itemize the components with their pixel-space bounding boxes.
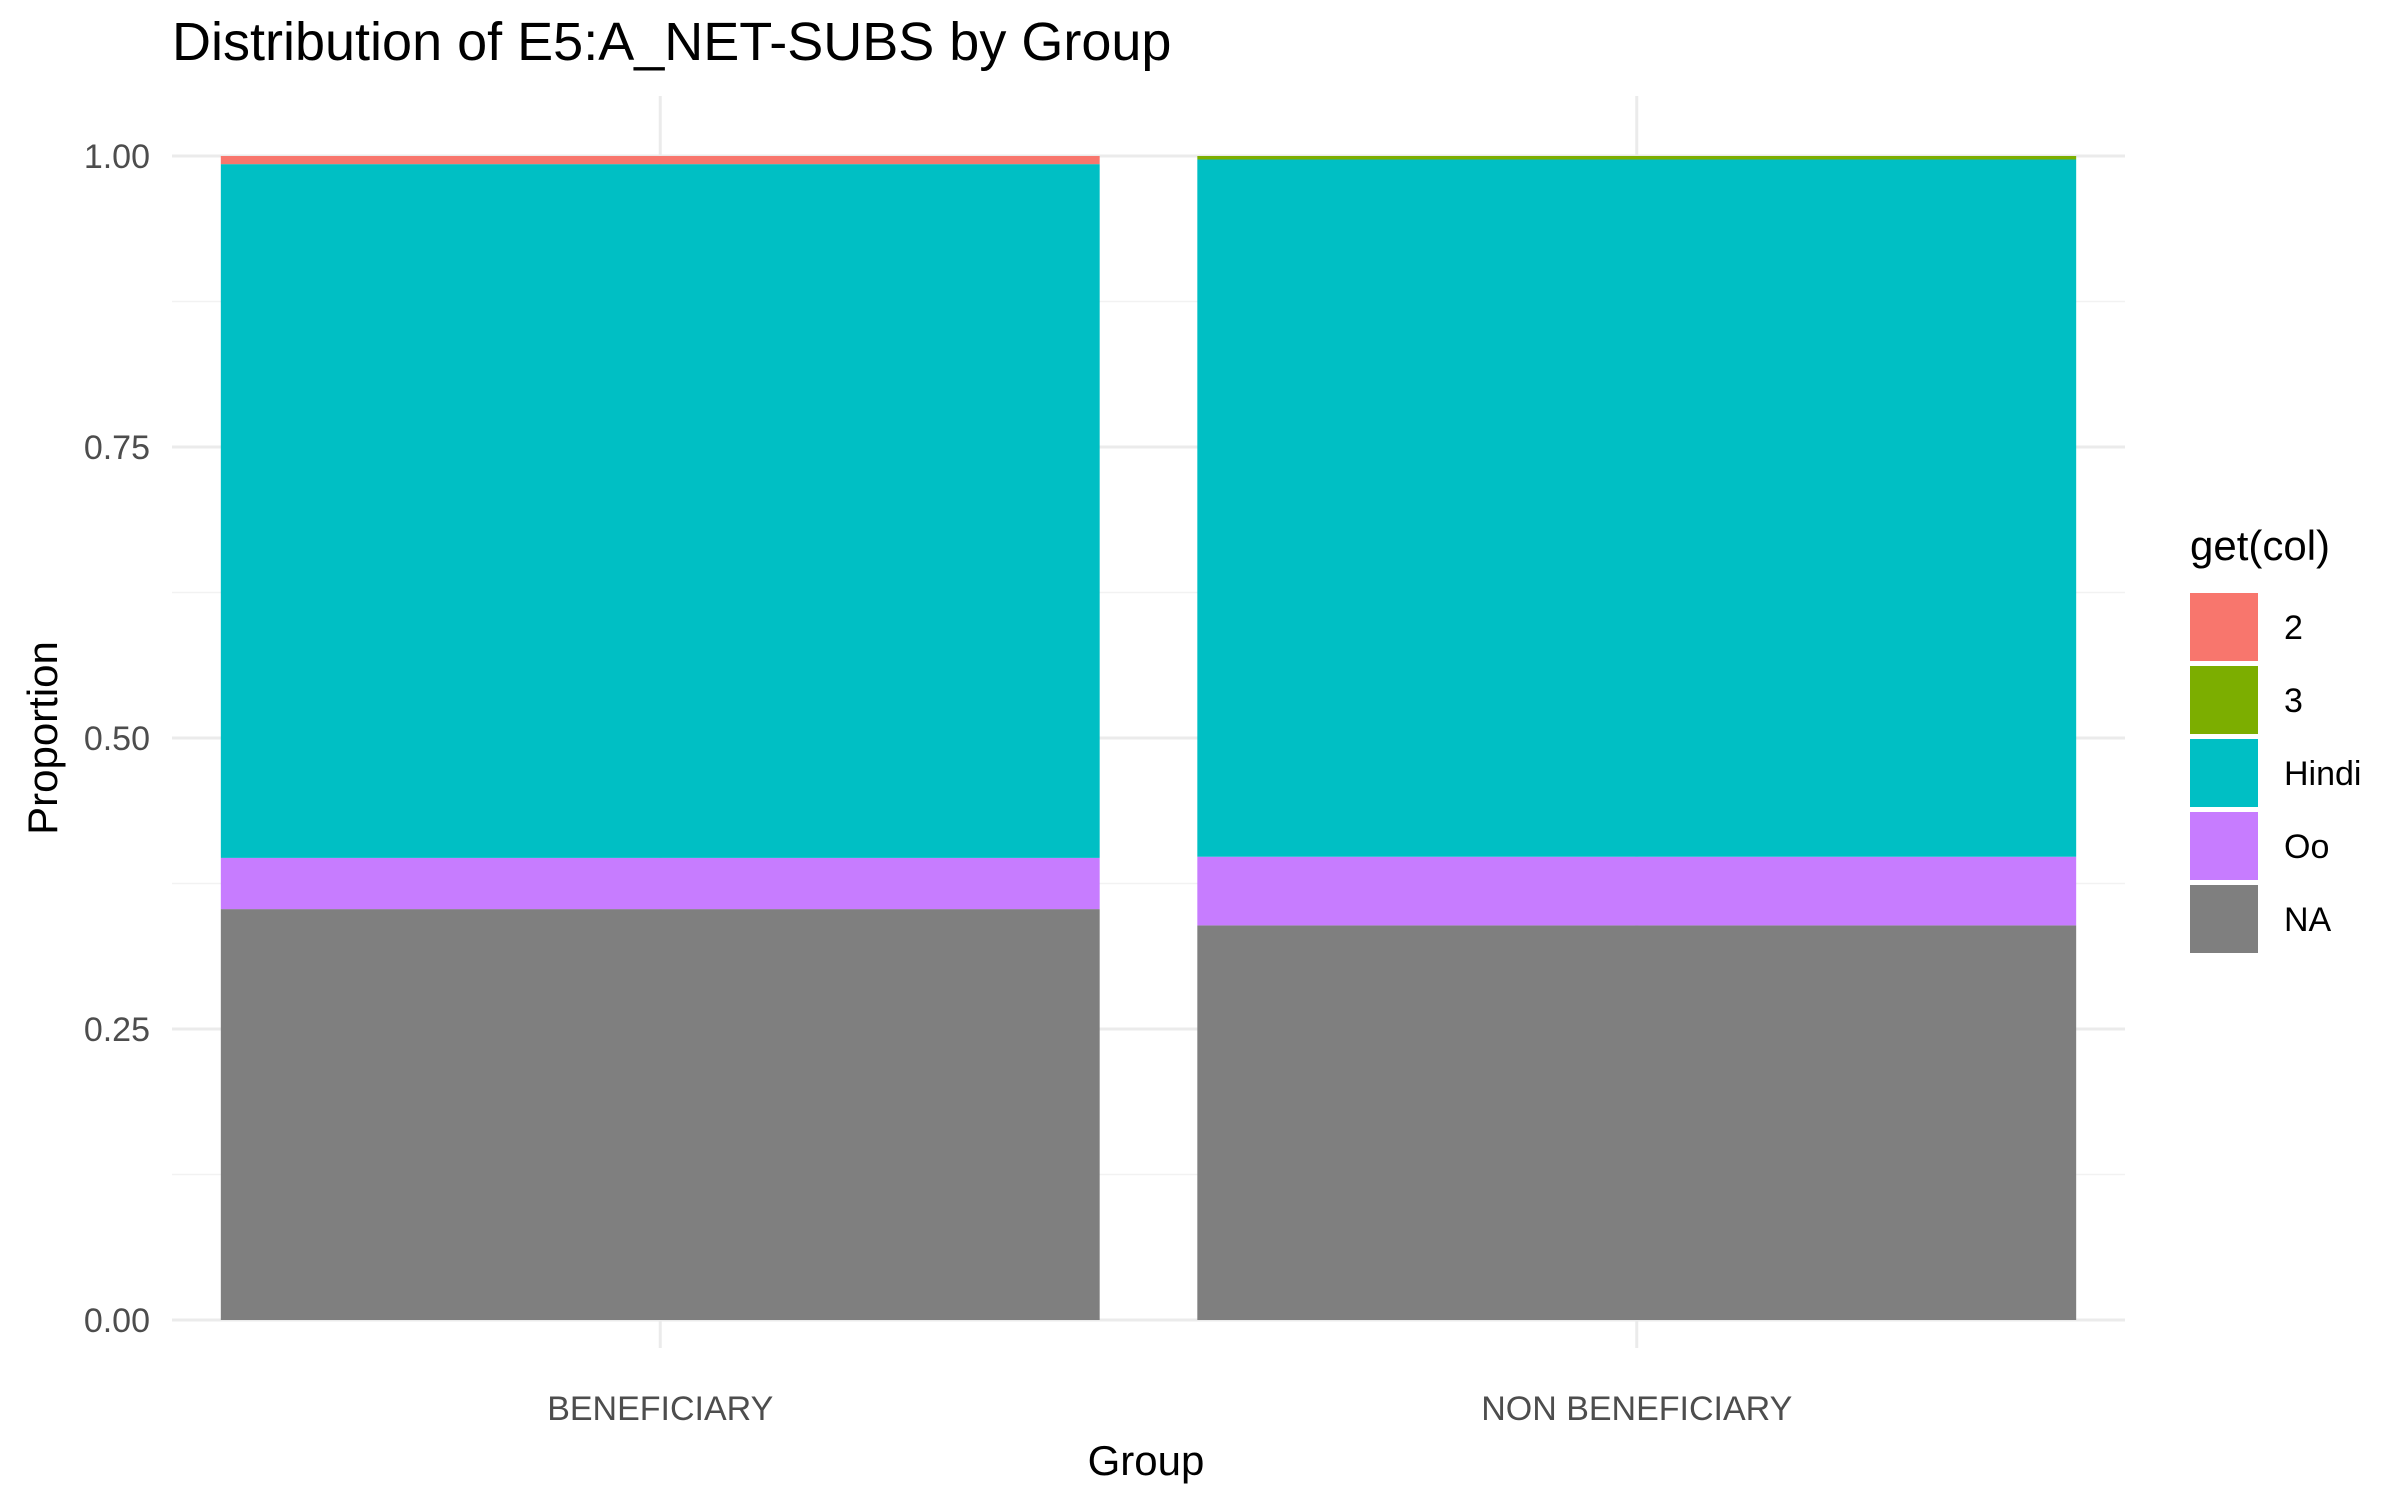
x-axis-ticks: BENEFICIARY NON BENEFICIARY — [547, 1390, 1792, 1428]
bar-segment-oo-1 — [220, 857, 1100, 910]
legend-label: 3 — [2284, 682, 2303, 720]
x-tick-label: NON BENEFICIARY — [1481, 1390, 1792, 1428]
y-axis-ticks: 0.00 0.25 0.50 0.75 1.00 — [84, 138, 150, 1340]
legend: get(col) 2 3 Hindi Oo NA — [2190, 522, 2361, 953]
legend-key-oo — [2190, 812, 2258, 880]
y-tick-label: 0.00 — [84, 1302, 150, 1340]
y-tick-label: 0.75 — [84, 429, 150, 467]
x-tick-label: BENEFICIARY — [547, 1390, 773, 1428]
bar-segment-hindi-1 — [220, 164, 1100, 858]
y-axis-title: Proportion — [19, 641, 66, 835]
legend-label: Oo — [2284, 828, 2329, 866]
legend-label: 2 — [2284, 609, 2303, 647]
legend-key-2 — [2190, 593, 2258, 661]
bar-segment-2-1 — [220, 156, 1100, 165]
y-tick-label: 1.00 — [84, 138, 150, 176]
bar-segment-na-2 — [1197, 925, 2077, 1320]
legend-title: get(col) — [2190, 522, 2330, 569]
x-axis-title: Group — [1088, 1437, 1205, 1484]
y-tick-label: 0.25 — [84, 1011, 150, 1049]
bar-segment-hindi-2 — [1197, 159, 2077, 857]
bar-segment-oo-2 — [1197, 856, 2077, 926]
legend-key-na — [2190, 885, 2258, 953]
legend-key-hindi — [2190, 739, 2258, 807]
bar-segment-3-2 — [1197, 156, 2077, 160]
y-tick-label: 0.50 — [84, 720, 150, 758]
legend-key-3 — [2190, 666, 2258, 734]
legend-label: Hindi — [2284, 755, 2361, 793]
bar-segment-na-1 — [220, 909, 1100, 1320]
chart-title: Distribution of E5:A_NET-SUBS by Group — [172, 12, 1171, 72]
legend-label: NA — [2284, 901, 2332, 939]
bars — [220, 156, 2077, 1320]
